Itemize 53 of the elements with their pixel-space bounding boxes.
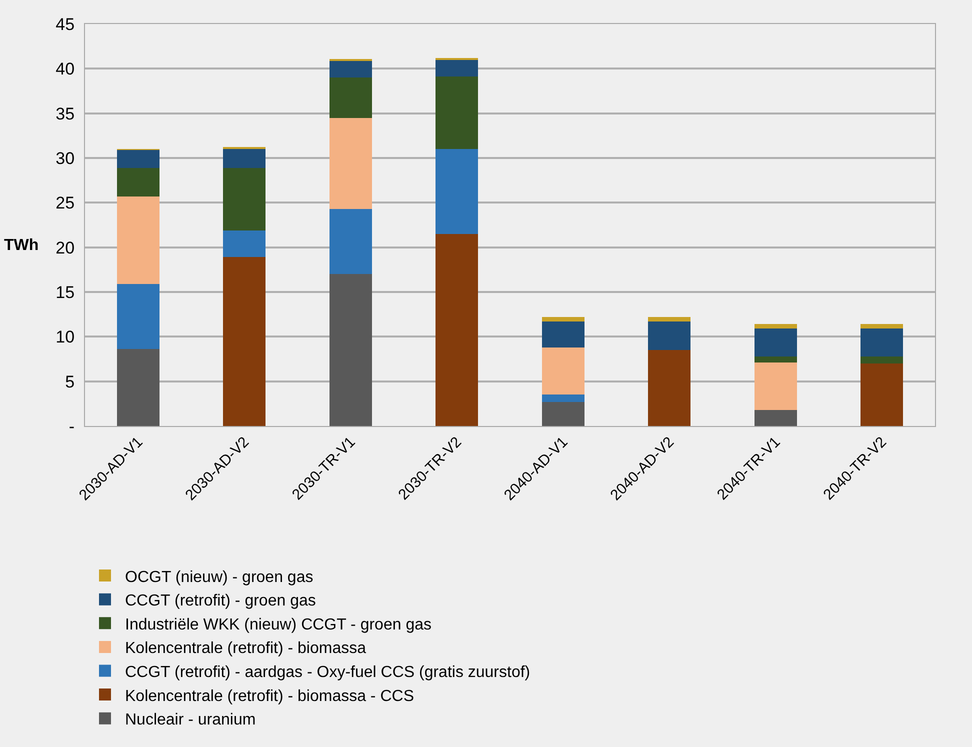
bar	[329, 208, 372, 274]
bar	[648, 317, 691, 322]
bar	[860, 324, 904, 329]
bar	[542, 394, 584, 402]
bar	[542, 317, 584, 322]
bar	[223, 148, 266, 168]
bar	[754, 328, 797, 356]
bar	[860, 328, 904, 356]
y-tick-label: 25	[56, 194, 75, 213]
bar	[648, 350, 691, 426]
bar	[329, 118, 372, 209]
bar	[542, 402, 584, 426]
legend-label: CCGT (retrofit) - aardgas - Oxy-fuel CCS (gratis zuurstof)	[125, 664, 530, 681]
y-tick-label: 20	[56, 238, 75, 258]
bar	[116, 168, 160, 196]
bar	[436, 149, 478, 234]
legend-label: Kolencentrale (retrofit) - biomassa	[125, 640, 366, 658]
bar	[542, 347, 584, 395]
bar	[436, 76, 478, 150]
bar	[116, 196, 160, 284]
bar	[648, 321, 691, 350]
bar	[116, 284, 160, 350]
bar	[754, 362, 797, 410]
bar	[860, 363, 904, 426]
bar	[542, 321, 584, 348]
bar	[116, 150, 160, 168]
y-tick-label: 40	[56, 60, 75, 79]
bar	[329, 274, 372, 426]
y-tick-label: 30	[56, 148, 75, 168]
y-axis-title: TWh	[4, 237, 39, 254]
bar	[754, 324, 797, 329]
y-tick-label: 5	[65, 372, 75, 392]
bar	[223, 168, 266, 230]
bar	[329, 78, 372, 118]
bar	[223, 230, 266, 258]
bar	[754, 410, 797, 426]
bar	[223, 257, 266, 426]
bar	[436, 234, 478, 426]
bar	[860, 356, 904, 364]
legend-label: Kolencentrale (retrofit) - biomassa - CCS	[125, 688, 414, 705]
bar	[329, 60, 372, 78]
y-tick-label: 10	[56, 328, 75, 347]
legend-label: Industriële WKK (nieuw) CCGT - groen gas	[125, 616, 432, 634]
legend-label: OCGT (nieuw) - groen gas	[125, 568, 314, 586]
legend-label: CCGT (retrofit) - groen gas	[125, 592, 316, 610]
bar	[754, 356, 797, 363]
legend-label: Nucleair - uranium	[125, 712, 256, 729]
y-tick-label: -	[68, 416, 75, 436]
bar	[116, 349, 160, 426]
y-tick-label: 15	[56, 282, 75, 302]
y-tick-label: 45	[56, 14, 75, 34]
y-tick-label: 35	[56, 104, 75, 124]
bar	[436, 60, 478, 77]
